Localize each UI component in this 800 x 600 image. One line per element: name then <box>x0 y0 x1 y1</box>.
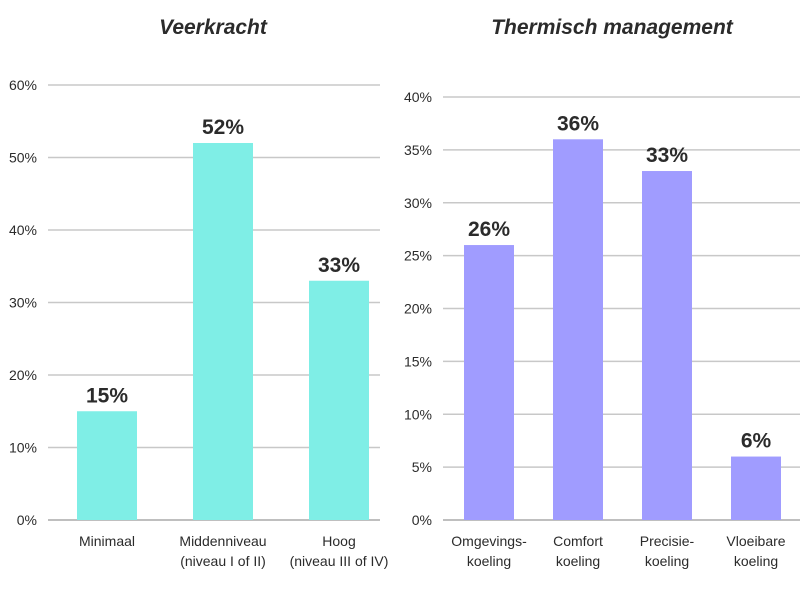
y-tick-label: 5% <box>412 459 432 475</box>
y-tick-label: 30% <box>404 195 432 211</box>
chart-veerkracht: Veerkracht 0% 10% 20% 30% 40% 50% 60% 15% Minima… <box>9 16 388 569</box>
y-tick-label: 15% <box>404 353 432 369</box>
category-label-line: koeling <box>467 553 511 569</box>
category-label-line: (niveau III of IV) <box>290 553 389 569</box>
category-label-line: Minimaal <box>79 533 135 549</box>
category-label-line: koeling <box>645 553 689 569</box>
category-label: Middenniveau (niveau I of II) <box>179 533 266 569</box>
y-tick-label: 20% <box>404 301 432 317</box>
category-label: Minimaal <box>79 533 135 549</box>
y-tick-label: 0% <box>17 512 37 528</box>
y-tick-label: 20% <box>9 367 37 383</box>
y-tick-label: 30% <box>9 295 37 311</box>
category-label: Comfort koeling <box>553 533 603 569</box>
category-label-line: Middenniveau <box>179 533 266 549</box>
y-tick-label: 60% <box>9 77 37 93</box>
bar <box>642 171 692 520</box>
bar <box>193 143 253 520</box>
y-tick-label: 40% <box>404 89 432 105</box>
chart-title: Thermisch management <box>491 16 734 39</box>
category-label-line: Precisie- <box>640 533 695 549</box>
bar <box>309 280 369 520</box>
data-label: 33% <box>646 144 688 167</box>
category-label-line: Omgevings- <box>451 533 527 549</box>
data-label: 15% <box>86 384 128 407</box>
data-label: 36% <box>557 112 599 135</box>
data-label: 33% <box>318 254 360 277</box>
category-label-line: Vloeibare <box>726 533 785 549</box>
bar <box>731 456 781 520</box>
y-tick-label: 35% <box>404 142 432 158</box>
category-label-line: koeling <box>734 553 778 569</box>
y-tick-label: 25% <box>404 248 432 264</box>
category-label: Hoog (niveau III of IV) <box>290 533 389 569</box>
category-label-line: Hoog <box>322 533 355 549</box>
category-label-line: (niveau I of II) <box>180 553 266 569</box>
category-label: Precisie-koeling <box>640 533 695 569</box>
data-label: 26% <box>468 218 510 241</box>
bar <box>464 245 514 521</box>
data-label: 6% <box>741 430 772 453</box>
category-label-line: koeling <box>556 553 600 569</box>
y-tick-label: 40% <box>9 222 37 238</box>
y-tick-label: 0% <box>412 512 432 528</box>
chart-thermisch-management: Thermisch management 0% 5% 10% 15% 20% 25% 30%… <box>404 16 800 569</box>
chart-title: Veerkracht <box>159 16 268 39</box>
bar <box>77 411 137 520</box>
y-tick-label: 50% <box>9 150 37 166</box>
category-label-line: Comfort <box>553 533 603 549</box>
y-tick-label: 10% <box>9 440 37 456</box>
data-label: 52% <box>202 116 244 139</box>
category-label: Omgevings-koeling <box>451 533 527 569</box>
category-label: Vloeibare koeling <box>726 533 785 569</box>
y-tick-label: 10% <box>404 406 432 422</box>
bar <box>553 139 603 521</box>
